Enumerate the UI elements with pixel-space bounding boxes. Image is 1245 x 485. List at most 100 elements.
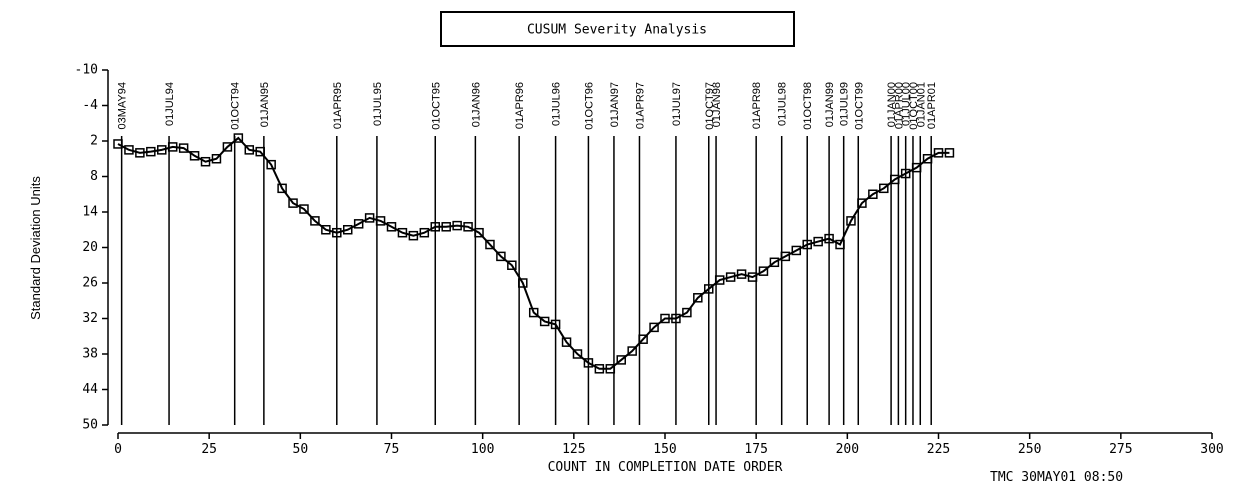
x-tick-label: 25 bbox=[201, 442, 217, 457]
marker bbox=[900, 168, 911, 179]
marker bbox=[266, 159, 276, 170]
marker bbox=[167, 142, 178, 152]
marker bbox=[889, 174, 900, 185]
reference-label: 01APR01 bbox=[926, 82, 938, 129]
marker bbox=[671, 313, 681, 324]
y-tick-label: 14 bbox=[82, 205, 98, 220]
marker bbox=[507, 260, 517, 270]
reference-label: 01OCT97 bbox=[704, 82, 716, 130]
marker bbox=[353, 219, 364, 229]
marker bbox=[321, 225, 331, 235]
x-tick-label: 75 bbox=[384, 442, 400, 457]
marker bbox=[211, 154, 222, 164]
marker bbox=[769, 257, 780, 268]
marker bbox=[638, 334, 648, 344]
reference-label: 01OCT99 bbox=[853, 82, 865, 130]
marker bbox=[200, 156, 211, 167]
y-tick-label: 38 bbox=[82, 347, 98, 362]
marker bbox=[419, 227, 430, 238]
y-tick-label: 2 bbox=[90, 134, 98, 149]
marker bbox=[835, 239, 845, 250]
marker bbox=[868, 189, 878, 199]
marker bbox=[397, 227, 408, 238]
x-tick-label: 125 bbox=[562, 442, 585, 457]
marker bbox=[222, 142, 233, 152]
marker bbox=[594, 364, 605, 374]
reference-label: 01JUL99 bbox=[839, 82, 851, 126]
reference-label: 01OCT98 bbox=[802, 82, 814, 130]
y-tick-label: 50 bbox=[82, 418, 98, 433]
marker bbox=[452, 220, 462, 231]
footnote: TMC 30MAY01 08:50 bbox=[990, 470, 1123, 485]
reference-label: 01OCT95 bbox=[430, 82, 442, 130]
marker bbox=[135, 148, 145, 158]
reference-label: 01OCT96 bbox=[583, 82, 595, 130]
marker bbox=[616, 355, 626, 365]
reference-label: 01JUL00 bbox=[901, 82, 913, 126]
reference-label: 01APR98 bbox=[751, 82, 763, 129]
marker bbox=[539, 316, 550, 327]
marker bbox=[561, 337, 572, 347]
marker bbox=[846, 216, 856, 226]
marker bbox=[922, 154, 933, 164]
marker bbox=[758, 266, 769, 276]
marker bbox=[430, 222, 441, 232]
reference-label: 01JUL97 bbox=[671, 82, 683, 126]
reference-label: 01JUL96 bbox=[551, 82, 563, 126]
y-tick-label: 8 bbox=[90, 169, 98, 184]
reference-label: 01OCT00 bbox=[908, 82, 920, 130]
x-tick-label: 0 bbox=[114, 442, 122, 457]
marker bbox=[682, 307, 692, 318]
reference-label: 01JAN96 bbox=[470, 82, 482, 127]
marker bbox=[310, 216, 320, 226]
reference-label: 01APR95 bbox=[332, 82, 344, 129]
marker bbox=[189, 151, 200, 161]
marker bbox=[113, 139, 123, 149]
marker bbox=[627, 346, 637, 356]
marker bbox=[725, 272, 736, 282]
marker bbox=[342, 225, 353, 235]
marker bbox=[528, 307, 539, 318]
reference-label: 01JUL98 bbox=[777, 82, 789, 126]
marker bbox=[332, 227, 342, 238]
reference-label: 01JAN98 bbox=[711, 82, 723, 127]
marker bbox=[485, 239, 495, 250]
y-tick-label: 26 bbox=[82, 276, 98, 291]
y-axis-label: Standard Deviation Units bbox=[28, 176, 43, 320]
x-tick-label: 250 bbox=[1018, 442, 1041, 457]
marker bbox=[572, 349, 583, 359]
y-tick-label: -10 bbox=[75, 63, 98, 78]
reference-label: 01JUL94 bbox=[164, 82, 176, 126]
reference-label: 01JAN00 bbox=[886, 82, 898, 127]
x-axis-label: COUNT IN COMPLETION DATE ORDER bbox=[548, 460, 783, 475]
marker bbox=[474, 227, 484, 238]
marker bbox=[157, 145, 167, 155]
marker bbox=[518, 278, 528, 288]
title-box bbox=[440, 11, 795, 47]
data-line bbox=[117, 136, 950, 370]
y-tick-label: 32 bbox=[82, 311, 98, 326]
marker bbox=[824, 233, 834, 244]
x-tick-label: 200 bbox=[836, 442, 859, 457]
marker bbox=[244, 145, 255, 155]
marker bbox=[124, 145, 134, 155]
marker bbox=[288, 198, 298, 208]
reference-label: 01APR00 bbox=[893, 82, 905, 129]
chart-title: CUSUM Severity Analysis bbox=[527, 23, 707, 38]
marker bbox=[386, 222, 397, 232]
x-tick-label: 150 bbox=[653, 442, 676, 457]
marker bbox=[299, 204, 309, 214]
marker bbox=[780, 251, 791, 262]
reference-label: 01JUL95 bbox=[372, 82, 384, 126]
reference-label: 01APR97 bbox=[634, 82, 646, 129]
marker bbox=[605, 364, 616, 374]
x-tick-label: 275 bbox=[1109, 442, 1132, 457]
marker bbox=[802, 239, 812, 250]
marker bbox=[736, 269, 747, 279]
marker bbox=[375, 216, 386, 226]
x-tick-label: 225 bbox=[927, 442, 950, 457]
marker bbox=[857, 198, 867, 208]
marker bbox=[714, 275, 725, 285]
marker bbox=[704, 284, 714, 294]
y-tick-label: -4 bbox=[82, 98, 98, 113]
